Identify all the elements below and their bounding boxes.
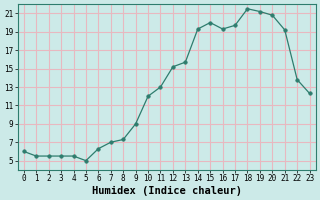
X-axis label: Humidex (Indice chaleur): Humidex (Indice chaleur) [92, 186, 242, 196]
